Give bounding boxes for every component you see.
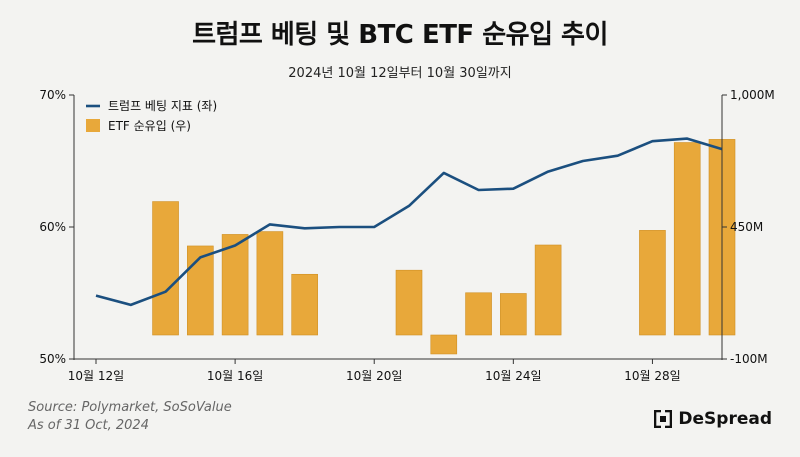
right-axis-tick-label: 1,000M bbox=[730, 88, 775, 102]
trump-odds-line bbox=[95, 137, 723, 307]
left-axis-tick-label: 60% bbox=[39, 220, 66, 234]
chart-title: 트럼프 베팅 및 BTC ETF 순유입 추이 bbox=[192, 20, 608, 50]
x-axis-tick-label: 10월 28일 bbox=[624, 369, 680, 383]
right-axis-tick-label: 450M bbox=[730, 220, 763, 234]
etf-flow-bar bbox=[534, 244, 562, 336]
x-axis-tick-label: 10월 24일 bbox=[485, 369, 541, 383]
chart-subtitle: 2024년 10월 12일부터 10월 30일까지 bbox=[288, 66, 512, 81]
etf-flow-bar bbox=[465, 292, 492, 336]
legend-line-label: 트럼프 베팅 지표 (좌) bbox=[108, 99, 217, 113]
etf-flow-bar bbox=[291, 273, 318, 336]
etf-flow-bar bbox=[395, 269, 423, 336]
right-axis-tick-label: -100M bbox=[730, 352, 768, 366]
etf-flow-bar bbox=[639, 230, 666, 336]
brand-name: DeSpread bbox=[678, 409, 772, 429]
brand-logo: DeSpread bbox=[654, 409, 772, 429]
etf-flow-bar bbox=[187, 245, 214, 336]
legend-bar-swatch bbox=[86, 119, 100, 132]
asof-note: As of 31 Oct, 2024 bbox=[28, 418, 149, 433]
left-axis-tick-label: 50% bbox=[39, 352, 66, 366]
etf-flow-bar bbox=[256, 231, 284, 336]
etf-flow-bar bbox=[500, 293, 527, 336]
left-axis-tick-label: 70% bbox=[39, 88, 66, 102]
despread-logo-icon bbox=[654, 410, 673, 428]
x-axis-tick-label: 10월 16일 bbox=[207, 369, 263, 383]
x-axis-tick-label: 10월 20일 bbox=[346, 369, 402, 383]
x-axis-tick-label: 10월 12일 bbox=[68, 369, 124, 383]
etf-flow-bar bbox=[152, 201, 179, 336]
legend-bar-label: ETF 순유입 (우) bbox=[108, 119, 191, 133]
source-note: Source: Polymarket, SoSoValue bbox=[28, 400, 232, 415]
etf-flow-bar bbox=[430, 334, 458, 355]
etf-flow-bar bbox=[221, 234, 249, 336]
etf-flow-bar bbox=[673, 142, 701, 336]
